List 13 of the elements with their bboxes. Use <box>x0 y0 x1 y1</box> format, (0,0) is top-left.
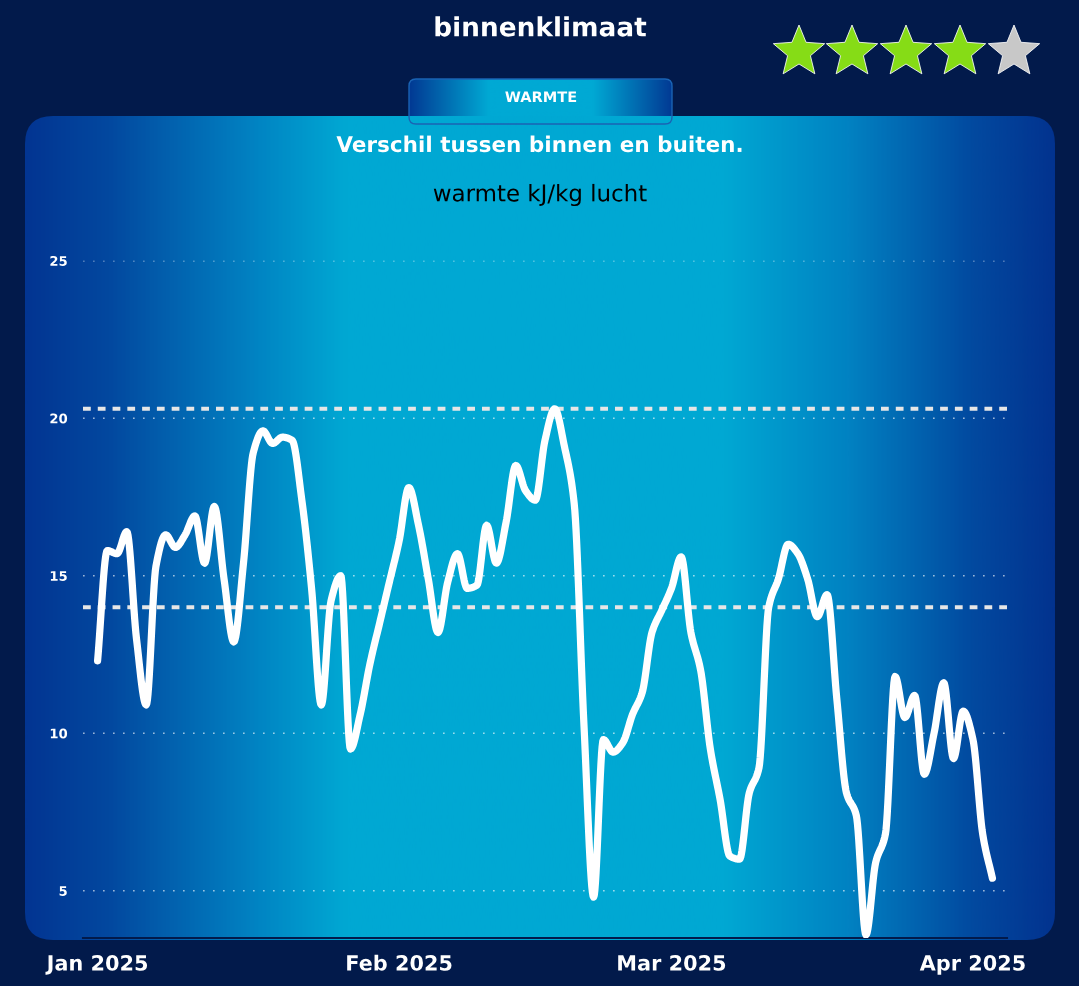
y-tick-label: 5 <box>59 886 67 896</box>
x-tick-label: Mar 2025 <box>618 955 726 971</box>
y-axis-title: warmte kJ/kg lucht <box>433 183 647 207</box>
text: WARMTE <box>505 91 577 103</box>
x-tick-label: Feb 2025 <box>347 954 452 971</box>
y-tick-label: 10 <box>50 728 68 739</box>
y-tick-label: 15 <box>50 571 67 581</box>
y-tick-label: 25 <box>50 255 67 266</box>
x-tick-label: Apr 2025 <box>919 955 1025 975</box>
chart-subtitle: Verschil tussen binnen en buiten. <box>336 135 742 153</box>
y-tick-label: 20 <box>50 413 68 424</box>
x-tick-label: Jan 2025 <box>45 955 148 975</box>
chart-title: binnenklimaat <box>435 16 647 37</box>
